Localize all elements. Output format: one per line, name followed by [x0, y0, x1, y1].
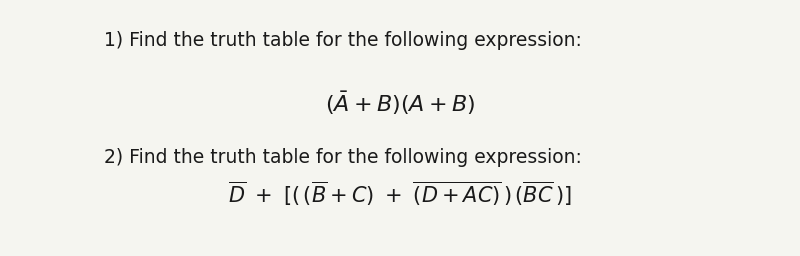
Text: 2) Find the truth table for the following expression:: 2) Find the truth table for the followin…	[104, 148, 582, 167]
Text: $\overline{D}\ +\ [(\,(\overline{B}+C)\ +\ \overline{(D+AC)}\,)\,(\overline{BC}\: $\overline{D}\ +\ [(\,(\overline{B}+C)\ …	[228, 179, 572, 208]
Text: 1) Find the truth table for the following expression:: 1) Find the truth table for the followin…	[104, 31, 582, 50]
Text: $(\bar{A} + B)(A + B)$: $(\bar{A} + B)(A + B)$	[325, 90, 475, 117]
